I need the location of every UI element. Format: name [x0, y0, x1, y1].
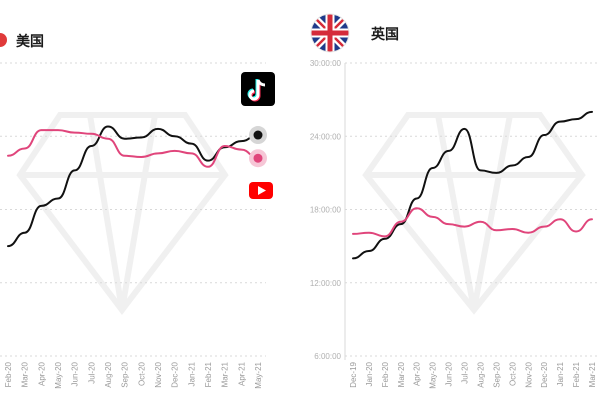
- uk-tiktok-line: [352, 110, 593, 260]
- uk-x-tick-label: Dec-19: [349, 361, 358, 387]
- uk-y-tick-label: 6:00:00: [314, 352, 341, 361]
- us-youtube-end-point: [253, 153, 263, 163]
- us-x-tick-label: Dec-20: [171, 361, 180, 387]
- us-youtube-line: [7, 129, 259, 168]
- uk-youtube-line: [352, 207, 593, 238]
- watermark-diamond-right: [362, 112, 586, 315]
- us-x-tick-label: Oct-20: [137, 361, 146, 386]
- us-flag-icon: [0, 33, 7, 47]
- watermark-diamond-left: [16, 112, 229, 315]
- plot-layer: [7, 110, 593, 260]
- us-x-tick-label: Sep-20: [121, 361, 130, 387]
- uk-x-tick-label: Mar-20: [397, 361, 406, 387]
- us-x-tick-label: Feb-20: [4, 361, 13, 387]
- us-x-tick-label: Apr-21: [237, 361, 246, 386]
- uk-x-tick-label: Feb-20: [381, 361, 390, 387]
- us-x-tick-label: May-20: [54, 361, 63, 388]
- uk-chart-title: 英国: [370, 26, 399, 43]
- uk-x-tick-label: Mar-21: [588, 361, 597, 387]
- uk-x-tick-label: Jan-20: [365, 361, 374, 386]
- us-x-tick-label: Jul-20: [87, 361, 96, 383]
- uk-flag-icon: [310, 13, 350, 53]
- us-x-tick-label: Jun-20: [71, 361, 80, 386]
- uk-x-tick-label: May-20: [429, 361, 438, 388]
- uk-y-tick-label: 24:00:00: [310, 132, 342, 141]
- uk-gridlines: [344, 62, 600, 360]
- us-x-tick-label: Aug-20: [104, 361, 113, 387]
- us-x-tick-label: Mar-20: [21, 361, 30, 387]
- uk-x-tick-label: Aug-20: [476, 361, 485, 387]
- us-x-tick-label: Nov-20: [154, 361, 163, 387]
- uk-y-tick-label: 18:00:00: [310, 206, 342, 215]
- tiktok-logo-icon: [241, 72, 275, 106]
- uk-y-tick-label: 30:00:00: [310, 59, 342, 68]
- tick-layer: Feb-20 Mar-20 Apr-20 May-20 Jun-20 Jul-20 Aug-…: [4, 59, 597, 389]
- uk-y-tick-label: 12:00:00: [310, 279, 342, 288]
- us-x-tick-label: Jan-21: [187, 361, 196, 386]
- uk-chart-header: 英国: [310, 13, 399, 53]
- uk-x-tick-label: Oct-20: [508, 361, 517, 386]
- background-layer: [16, 112, 586, 315]
- us-tiktok-end-point: [253, 130, 263, 140]
- uk-x-tick-label: Jul-20: [461, 361, 470, 383]
- us-x-tick-label: Feb-21: [204, 361, 213, 387]
- youtube-logo-icon: [249, 182, 273, 199]
- us-x-tick-label: May-21: [254, 361, 263, 388]
- us-x-tick-label: Apr-20: [37, 361, 46, 386]
- uk-x-tick-label: Jun-20: [445, 361, 454, 386]
- uk-x-tick-label: Feb-21: [572, 361, 581, 387]
- us-x-tick-label: Mar-21: [221, 361, 230, 387]
- us-chart-header: 美国: [0, 33, 44, 50]
- uk-x-tick-label: Apr-20: [413, 361, 422, 386]
- uk-x-tick-label: Sep-20: [492, 361, 501, 387]
- uk-x-tick-label: Nov-20: [524, 361, 533, 387]
- us-chart-title: 美国: [16, 33, 44, 50]
- uk-x-tick-label: Dec-20: [540, 361, 549, 387]
- uk-x-tick-label: Jan-21: [556, 361, 565, 386]
- us-gridlines: [0, 62, 266, 357]
